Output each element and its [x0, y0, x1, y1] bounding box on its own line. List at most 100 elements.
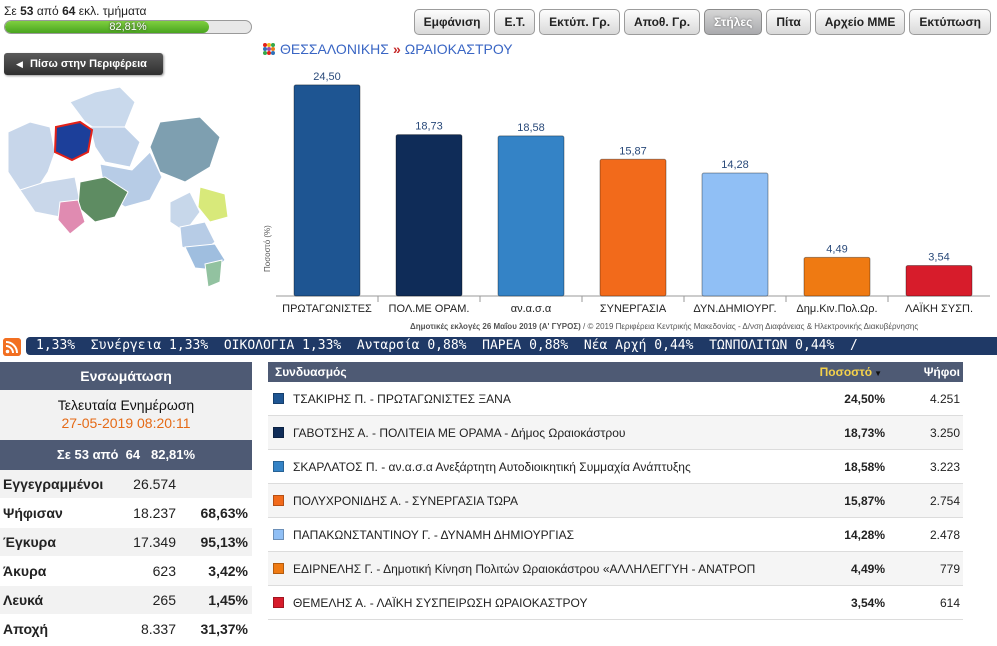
color-swatch — [273, 393, 284, 404]
coalition-percent: 18,73% — [844, 425, 885, 440]
header-coalition[interactable]: Συνδυασμός — [275, 365, 347, 379]
toolbar-button-4[interactable]: Στήλες — [704, 9, 763, 35]
breadcrumb: ΘΕΣΣΑΛΟΝΙΚΗΣ » ΩΡΑΙΟΚΑΣΤΡΟΥ — [262, 41, 513, 57]
color-swatch — [273, 427, 284, 438]
summary-row-percent: 3,42% — [208, 563, 248, 579]
summary-row-percent: 31,37% — [200, 621, 248, 637]
chart-footer-election: Δημοτικές εκλογές 26 Μαΐου 2019 (Α' ΓΥΡΟ… — [410, 322, 581, 331]
toolbar-button-2[interactable]: Εκτύπ. Γρ. — [539, 9, 621, 35]
color-swatch — [273, 563, 284, 574]
y-axis-label: Ποσοστό (%) — [263, 225, 272, 272]
summary-row-label: Λευκά — [3, 592, 44, 608]
summary-row: Αποχή 8.337 31,37% — [0, 615, 252, 644]
table-row[interactable]: ΠΟΛΥΧΡΟΝΙΔΗΣ Α. - ΣΥΝΕΡΓΑΣΙΑ ΤΩΡΑ 15,87% 2… — [268, 484, 963, 518]
summary-row-label: Αποχή — [3, 621, 49, 637]
bar-5[interactable] — [803, 256, 871, 297]
back-button-label: Πίσω στην Περιφέρεια — [29, 58, 147, 70]
coalition-votes: 2.478 — [929, 527, 960, 542]
results-rows: ΤΣΑΚΙΡΗΣ Π. - ΠΡΩΤΑΓΩΝΙΣΤΕΣ ΞΑΝΑ 24,50% 4.… — [268, 382, 963, 620]
toolbar-button-0[interactable]: Εμφάνιση — [413, 9, 491, 35]
map-area-west[interactable] — [7, 121, 56, 193]
table-row[interactable]: ΠΑΠΑΚΩΝΣΤΑΝΤΙΝΟΥ Γ. - ΔΥΝΑΜΗ ΔΗΜΙΟΥΡΓΙΑΣ… — [268, 518, 963, 552]
region-map[interactable] — [0, 82, 252, 297]
progress-bar: 82,81% — [4, 20, 252, 34]
summary-row-value: 17.349 — [133, 534, 176, 550]
coalition-name: ΕΔΙΡΝΕΛΗΣ Γ. - Δημοτική Κίνηση Πολιτών Ω… — [293, 561, 756, 576]
progress-percent: 82,81% — [109, 21, 147, 33]
summary-row-value: 623 — [152, 563, 176, 579]
toolbar-button-6[interactable]: Αρχείο ΜΜΕ — [814, 9, 906, 35]
bar-0[interactable] — [293, 84, 361, 297]
map-area-oraiokastro[interactable] — [53, 120, 94, 162]
coalition-votes: 3.223 — [929, 459, 960, 474]
bar-value-label: 18,58 — [517, 122, 545, 134]
coalition-name: ΤΣΑΚΙΡΗΣ Π. - ΠΡΩΤΑΓΩΝΙΣΤΕΣ ΞΑΝΑ — [293, 391, 511, 406]
coalition-percent: 4,49% — [850, 561, 885, 576]
bar-chart-svg: Ποσοστό (%) 24,50 ΠΡΩΤΑΓΩΝΙΣΤΕΣ 18,73 ΠΟΛ.ΜΕ… — [263, 71, 990, 315]
summary-row-label: Έγκυρα — [3, 534, 56, 550]
summary-title: Ενσωμάτωση — [0, 362, 252, 390]
coalition-percent: 18,58% — [844, 459, 885, 474]
coalition-name: ΓΑΒΟΤΣΗΣ Α. - ΠΟΛΙΤΕΙΑ ΜΕ ΟΡΑΜΑ - Δήμος … — [293, 425, 626, 440]
coalition-votes: 4.251 — [929, 391, 960, 406]
ticker-row: 1,33% Συνέργεια 1,33% ΟΙΚΟΛΟΓΙΑ 1,33% Αν… — [0, 337, 997, 356]
map-area-pink[interactable] — [57, 199, 86, 235]
map-area-north[interactable] — [69, 86, 136, 133]
progress-bar-fill — [5, 21, 209, 33]
toolbar-button-7[interactable]: Εκτύπωση — [909, 9, 991, 35]
bar-value-label: 4,49 — [826, 243, 847, 255]
bar-1[interactable] — [395, 134, 463, 297]
map-area-peninsula[interactable] — [204, 259, 223, 288]
coalition-votes: 3.250 — [929, 425, 960, 440]
coalition-percent: 14,28% — [844, 527, 885, 542]
breadcrumb-municipality: ΩΡΑΙΟΚΑΣΤΡΟΥ — [404, 41, 513, 57]
bar-value-label: 18,73 — [415, 121, 443, 133]
toolbar-button-3[interactable]: Αποθ. Γρ. — [624, 9, 701, 35]
bar-2[interactable] — [497, 135, 565, 297]
coalition-votes: 779 — [939, 561, 960, 576]
rss-icon[interactable] — [3, 338, 21, 356]
summary-row-value: 265 — [152, 592, 176, 608]
bar-6[interactable] — [905, 265, 973, 297]
header-votes[interactable]: Ψήφοι — [923, 365, 960, 379]
map-area-center-north[interactable] — [89, 126, 141, 168]
chart-footer: Δημοτικές εκλογές 26 Μαΐου 2019 (Α' ΓΥΡΟ… — [410, 322, 918, 331]
bar-value-label: 24,50 — [313, 71, 341, 83]
table-row[interactable]: ΘΕΜΕΛΗΣ Α. - ΛΑΪΚΗ ΣΥΣΠΕΙΡΩΣΗ ΩΡΑΙΟΚΑΣΤΡ… — [268, 586, 963, 620]
summary-row-percent: 1,45% — [208, 592, 248, 608]
bar-4[interactable] — [701, 172, 769, 297]
bar-3[interactable] — [599, 158, 667, 297]
category-label: Δημ.Κιν.Πολ.Ωρ. — [796, 303, 877, 315]
toolbar: Εμφάνιση Ε.Τ. Εκτύπ. Γρ. Αποθ. Γρ. Στήλες Πίτ… — [413, 9, 991, 35]
summary-row-value: 26.574 — [133, 476, 176, 492]
table-row[interactable]: ΣΚΑΡΛΑΤΟΣ Π. - αν.α.σ.α Ανεξάρτητη Αυτοδ… — [268, 450, 963, 484]
breadcrumb-region[interactable]: ΘΕΣΣΑΛΟΝΙΚΗΣ — [280, 41, 389, 57]
sort-desc-icon: ▼ — [874, 369, 882, 378]
category-label: αν.α.σ.α — [511, 303, 552, 315]
colored-dots-icon — [263, 43, 275, 55]
header-percent[interactable]: Ποσοστό ▼ — [775, 365, 885, 379]
category-label: ΠΡΩΤΑΓΩΝΙΣΤΕΣ — [282, 303, 372, 315]
results-table: Συνδυασμός Ποσοστό ▼ Ψήφοι ΤΣΑΚΙΡΗΣ Π. - … — [268, 362, 963, 620]
map-area-thermaikos[interactable] — [169, 191, 201, 233]
toolbar-button-1[interactable]: Ε.Τ. — [494, 9, 536, 35]
summary-row: Εγγεγραμμένοι 26.574 — [0, 470, 252, 499]
color-swatch — [273, 597, 284, 608]
results-bar-chart: Ποσοστό (%) 24,50 ΠΡΩΤΑΓΩΝΙΣΤΕΣ 18,73 ΠΟΛ.ΜΕ… — [262, 62, 992, 337]
coalition-name: ΠΟΛΥΧΡΟΝΙΔΗΣ Α. - ΣΥΝΕΡΓΑΣΙΑ ΤΩΡΑ — [293, 493, 519, 508]
header-percent-label: Ποσοστό — [819, 365, 873, 379]
table-row[interactable]: ΓΑΒΟΤΣΗΣ Α. - ΠΟΛΙΤΕΙΑ ΜΕ ΟΡΑΜΑ - Δήμος … — [268, 416, 963, 450]
table-row[interactable]: ΕΔΙΡΝΕΛΗΣ Γ. - Δημοτική Κίνηση Πολιτών Ω… — [268, 552, 963, 586]
map-area-lime[interactable] — [197, 186, 229, 223]
coalition-percent: 3,54% — [850, 595, 885, 610]
map-area-east[interactable] — [149, 116, 221, 183]
summary-row-value: 8.337 — [140, 621, 176, 637]
table-row[interactable]: ΤΣΑΚΙΡΗΣ Π. - ΠΡΩΤΑΓΩΝΙΣΤΕΣ ΞΑΝΑ 24,50% 4.… — [268, 382, 963, 416]
toolbar-button-5[interactable]: Πίτα — [766, 9, 811, 35]
last-update-label: Τελευταία Ενημέρωση — [57, 397, 195, 413]
coalition-votes: 2.754 — [929, 493, 960, 508]
back-to-region-button[interactable]: ◀ Πίσω στην Περιφέρεια — [4, 53, 163, 75]
counting-text: Σε 53 από 64 εκλ. τμήματα — [4, 4, 147, 18]
last-update-time: 27-05-2019 08:20:11 — [61, 415, 191, 431]
category-label: ΠΟΛ.ΜΕ ΟΡΑΜ. — [389, 303, 470, 315]
